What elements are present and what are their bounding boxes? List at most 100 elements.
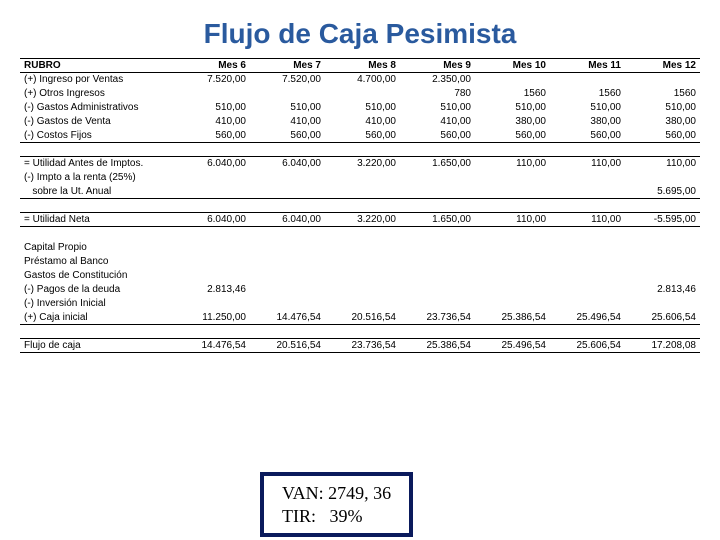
row-label [20, 199, 175, 213]
cell [325, 283, 400, 297]
col-mes11: Mes 11 [550, 59, 625, 73]
cell: 14.476,54 [175, 339, 250, 353]
cell [400, 185, 475, 199]
table-row: (-) Gastos de Venta410,00410,00410,00410… [20, 115, 700, 129]
cell: 110,00 [475, 157, 550, 171]
cell [625, 269, 700, 283]
cell [475, 171, 550, 185]
cell [550, 241, 625, 255]
row-label: Capital Propio [20, 241, 175, 255]
table-row: Capital Propio [20, 241, 700, 255]
cell [550, 227, 625, 241]
table-row: Gastos de Constitución [20, 269, 700, 283]
cell [175, 143, 250, 157]
table-row: Flujo de caja14.476,5420.516,5423.736,54… [20, 339, 700, 353]
cell [625, 241, 700, 255]
cell: 25.386,54 [475, 311, 550, 325]
cell: 510,00 [400, 101, 475, 115]
cell [550, 283, 625, 297]
cell: 7.520,00 [175, 73, 250, 87]
cell [400, 171, 475, 185]
cell [325, 241, 400, 255]
cell: 25.386,54 [400, 339, 475, 353]
slide-title: Flujo de Caja Pesimista [0, 0, 720, 58]
table-row: (-) Inversión Inicial [20, 297, 700, 311]
cell: 560,00 [325, 129, 400, 143]
col-mes8: Mes 8 [325, 59, 400, 73]
cell: 23.736,54 [325, 339, 400, 353]
cell: 110,00 [625, 157, 700, 171]
cell [175, 325, 250, 339]
cell: 510,00 [325, 101, 400, 115]
cell [325, 143, 400, 157]
cell: 410,00 [175, 115, 250, 129]
cell [400, 255, 475, 269]
row-label [20, 227, 175, 241]
cell [475, 283, 550, 297]
cell: -5.595,00 [625, 213, 700, 227]
cell [175, 171, 250, 185]
cell: 25.496,54 [550, 311, 625, 325]
table-row: (+) Otros Ingresos780156015601560 [20, 87, 700, 101]
cell [250, 255, 325, 269]
cell [550, 297, 625, 311]
col-mes7: Mes 7 [250, 59, 325, 73]
table-header-row: RUBRO Mes 6 Mes 7 Mes 8 Mes 9 Mes 10 Mes… [20, 59, 700, 73]
table-row: = Utilidad Antes de Imptos.6.040,006.040… [20, 157, 700, 171]
cell [625, 73, 700, 87]
cell: 17.208,08 [625, 339, 700, 353]
cell [250, 143, 325, 157]
cell: 560,00 [175, 129, 250, 143]
cell: 380,00 [625, 115, 700, 129]
row-label: (+) Otros Ingresos [20, 87, 175, 101]
cell [400, 283, 475, 297]
cell: 6.040,00 [175, 213, 250, 227]
table-row [20, 227, 700, 241]
cell: 3.220,00 [325, 157, 400, 171]
table-row: (-) Costos Fijos560,00560,00560,00560,00… [20, 129, 700, 143]
cell [400, 199, 475, 213]
cell [475, 241, 550, 255]
cell [175, 269, 250, 283]
cell: 560,00 [400, 129, 475, 143]
cell: 2.350,00 [400, 73, 475, 87]
cell [325, 171, 400, 185]
row-label: Préstamo al Banco [20, 255, 175, 269]
cell [175, 241, 250, 255]
cell [325, 325, 400, 339]
cell [400, 241, 475, 255]
slide: Flujo de Caja Pesimista RUBRO Mes 6 Mes … [0, 0, 720, 540]
table-row [20, 325, 700, 339]
row-label: Flujo de caja [20, 339, 175, 353]
row-label: (+) Ingreso por Ventas [20, 73, 175, 87]
cell: 6.040,00 [250, 157, 325, 171]
cell: 2.813,46 [175, 283, 250, 297]
cell [625, 255, 700, 269]
cell [325, 199, 400, 213]
cell: 510,00 [550, 101, 625, 115]
cell [175, 255, 250, 269]
cell: 110,00 [550, 157, 625, 171]
cell: 3.220,00 [325, 213, 400, 227]
cell [550, 199, 625, 213]
cell [475, 297, 550, 311]
cell: 110,00 [550, 213, 625, 227]
cell [475, 143, 550, 157]
cell [175, 87, 250, 101]
cell [400, 325, 475, 339]
cell [625, 199, 700, 213]
table-row: = Utilidad Neta6.040,006.040,003.220,001… [20, 213, 700, 227]
cell [625, 171, 700, 185]
table-row [20, 143, 700, 157]
table-row: sobre la Ut. Anual5.695,00 [20, 185, 700, 199]
cell: 6.040,00 [250, 213, 325, 227]
cell: 4.700,00 [325, 73, 400, 87]
col-rubro: RUBRO [20, 59, 175, 73]
cell: 14.476,54 [250, 311, 325, 325]
cell: 1.650,00 [400, 157, 475, 171]
cell [475, 73, 550, 87]
row-label: sobre la Ut. Anual [20, 185, 175, 199]
row-label: (-) Pagos de la deuda [20, 283, 175, 297]
cell: 410,00 [400, 115, 475, 129]
table-row: (+) Caja inicial11.250,0014.476,5420.516… [20, 311, 700, 325]
